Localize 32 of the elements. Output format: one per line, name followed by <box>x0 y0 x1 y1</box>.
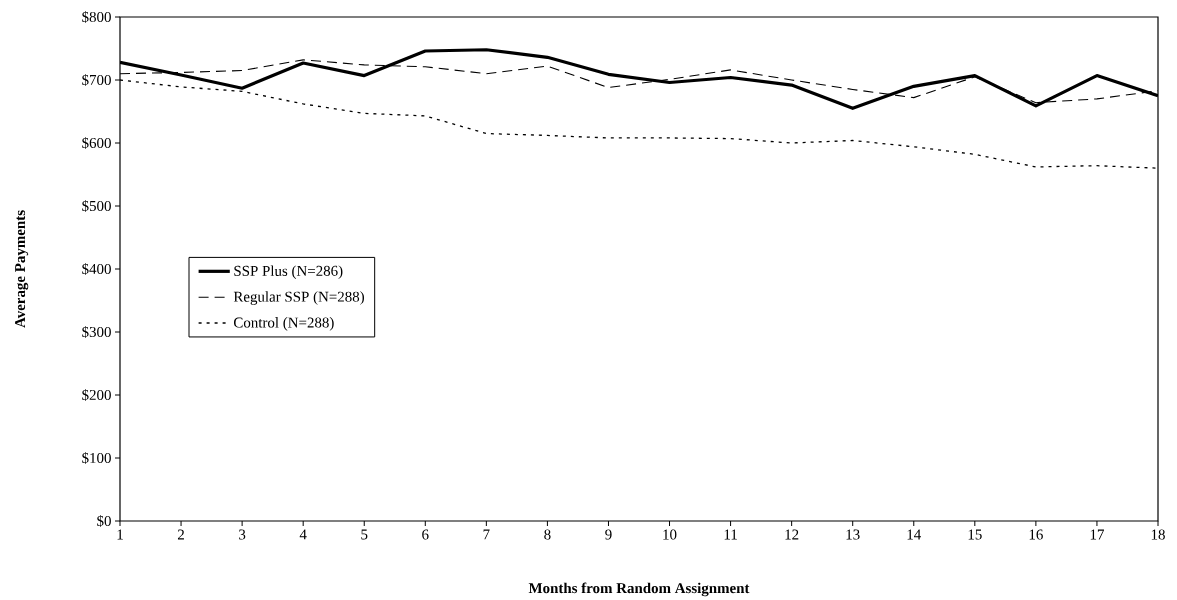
x-tick-label: 5 <box>361 529 368 540</box>
y-tick-label: $300 <box>82 326 111 338</box>
y-axis-title: Average Payments <box>15 210 29 328</box>
y-tick-label: $400 <box>82 263 111 275</box>
x-tick-label: 11 <box>724 529 737 540</box>
x-axis-title: Months from Random Assignment <box>528 582 750 597</box>
x-tick-label: 7 <box>483 529 490 540</box>
x-tick-label: 16 <box>1029 529 1043 540</box>
x-tick-label: 14 <box>907 529 921 540</box>
legend-label: Control (N=288) <box>233 317 334 331</box>
y-tick-label: $600 <box>82 137 111 149</box>
x-tick-label: 12 <box>785 529 799 540</box>
x-tick-label: 18 <box>1151 529 1165 540</box>
x-tick-label: 17 <box>1090 529 1104 540</box>
y-tick-label: $200 <box>82 389 111 401</box>
x-tick-label: 8 <box>544 529 551 540</box>
y-tick-label: $800 <box>82 11 111 23</box>
x-tick-label: 4 <box>299 529 307 540</box>
y-tick-label: $0 <box>97 515 111 527</box>
x-tick-label: 15 <box>968 529 982 540</box>
x-tick-label: 6 <box>422 529 429 540</box>
y-tick-label: $100 <box>82 452 111 464</box>
x-tick-label: 1 <box>117 529 123 540</box>
x-tick-label: 3 <box>239 529 246 540</box>
x-tick-label: 2 <box>177 529 184 540</box>
y-tick-label: $700 <box>82 74 111 86</box>
x-tick-label: 9 <box>605 529 612 540</box>
y-tick-label: $500 <box>82 200 111 212</box>
x-tick-label: 10 <box>663 529 677 540</box>
legend-label: Regular SSP (N=288) <box>233 291 364 305</box>
x-tick-label: 13 <box>846 529 860 540</box>
legend-label: SSP Plus (N=286) <box>234 265 343 279</box>
